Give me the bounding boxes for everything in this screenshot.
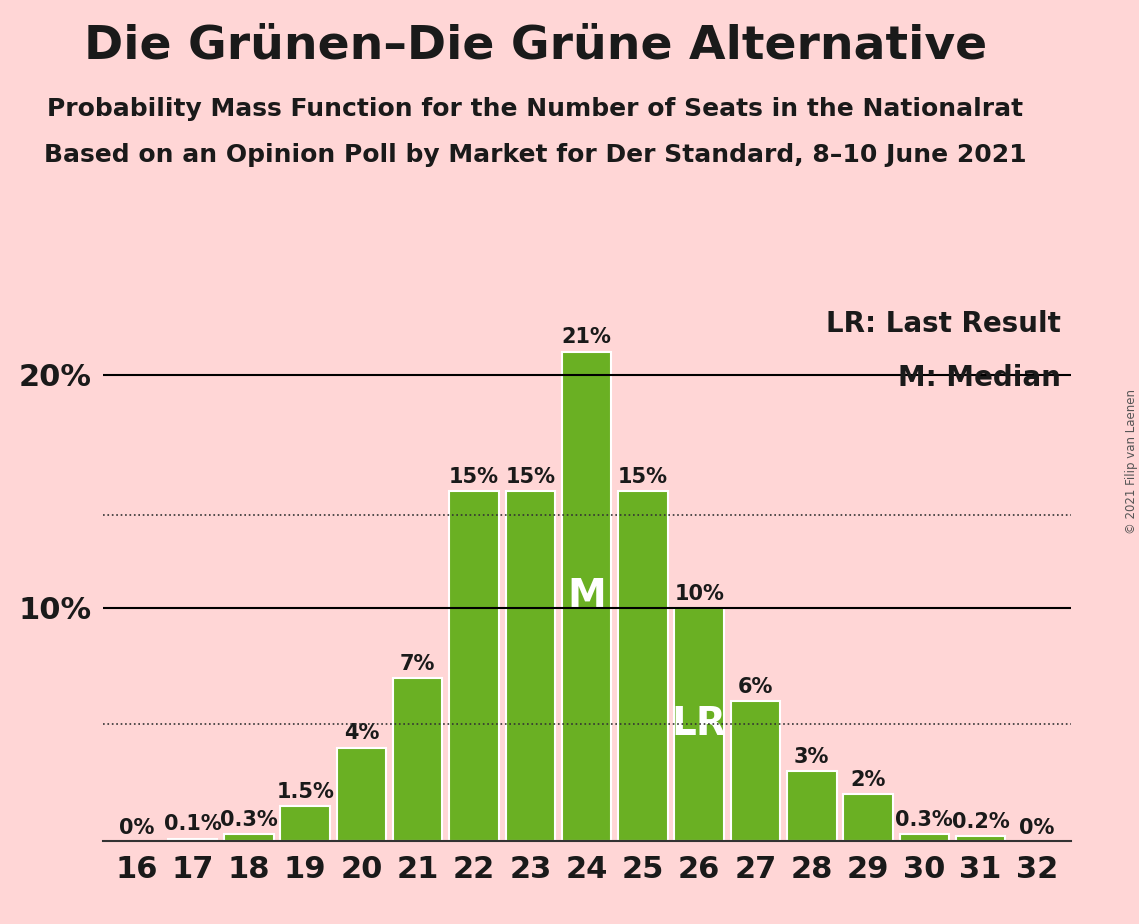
Bar (167, 838, 218, 841)
Bar (618, 492, 667, 841)
Text: M: Median: M: Median (899, 364, 1060, 392)
Bar (393, 677, 442, 841)
Text: LR: Last Result: LR: Last Result (826, 310, 1060, 338)
Text: 15%: 15% (506, 468, 556, 487)
Text: 0.2%: 0.2% (952, 812, 1009, 832)
Bar (449, 492, 499, 841)
Bar (224, 833, 273, 841)
Text: 6%: 6% (738, 677, 773, 697)
Text: 0.1%: 0.1% (164, 814, 221, 834)
Text: 0%: 0% (1019, 818, 1055, 838)
Text: 1.5%: 1.5% (277, 782, 334, 802)
Text: 0%: 0% (118, 818, 154, 838)
Bar (337, 748, 386, 841)
Text: 15%: 15% (449, 468, 499, 487)
Bar (674, 608, 724, 841)
Text: 7%: 7% (400, 653, 435, 674)
Bar (900, 833, 949, 841)
Text: 21%: 21% (562, 327, 612, 347)
Text: LR: LR (672, 705, 727, 743)
Text: 15%: 15% (617, 468, 667, 487)
Text: 2%: 2% (851, 770, 886, 790)
Bar (731, 701, 780, 841)
Text: 0.3%: 0.3% (220, 809, 278, 830)
Text: M: M (567, 578, 606, 615)
Text: © 2021 Filip van Laenen: © 2021 Filip van Laenen (1124, 390, 1138, 534)
Text: 0.3%: 0.3% (895, 809, 953, 830)
Bar (956, 836, 1006, 841)
Text: Die Grünen–Die Grüne Alternative: Die Grünen–Die Grüne Alternative (84, 23, 986, 68)
Text: 10%: 10% (674, 584, 724, 603)
Bar (506, 492, 555, 841)
Text: 4%: 4% (344, 723, 379, 744)
Bar (562, 351, 612, 841)
Text: Probability Mass Function for the Number of Seats in the Nationalrat: Probability Mass Function for the Number… (47, 97, 1024, 121)
Text: Based on an Opinion Poll by Market for Der Standard, 8–10 June 2021: Based on an Opinion Poll by Market for D… (44, 143, 1026, 167)
Text: 3%: 3% (794, 747, 829, 767)
Bar (280, 806, 330, 841)
Bar (843, 795, 893, 841)
Bar (787, 771, 836, 841)
